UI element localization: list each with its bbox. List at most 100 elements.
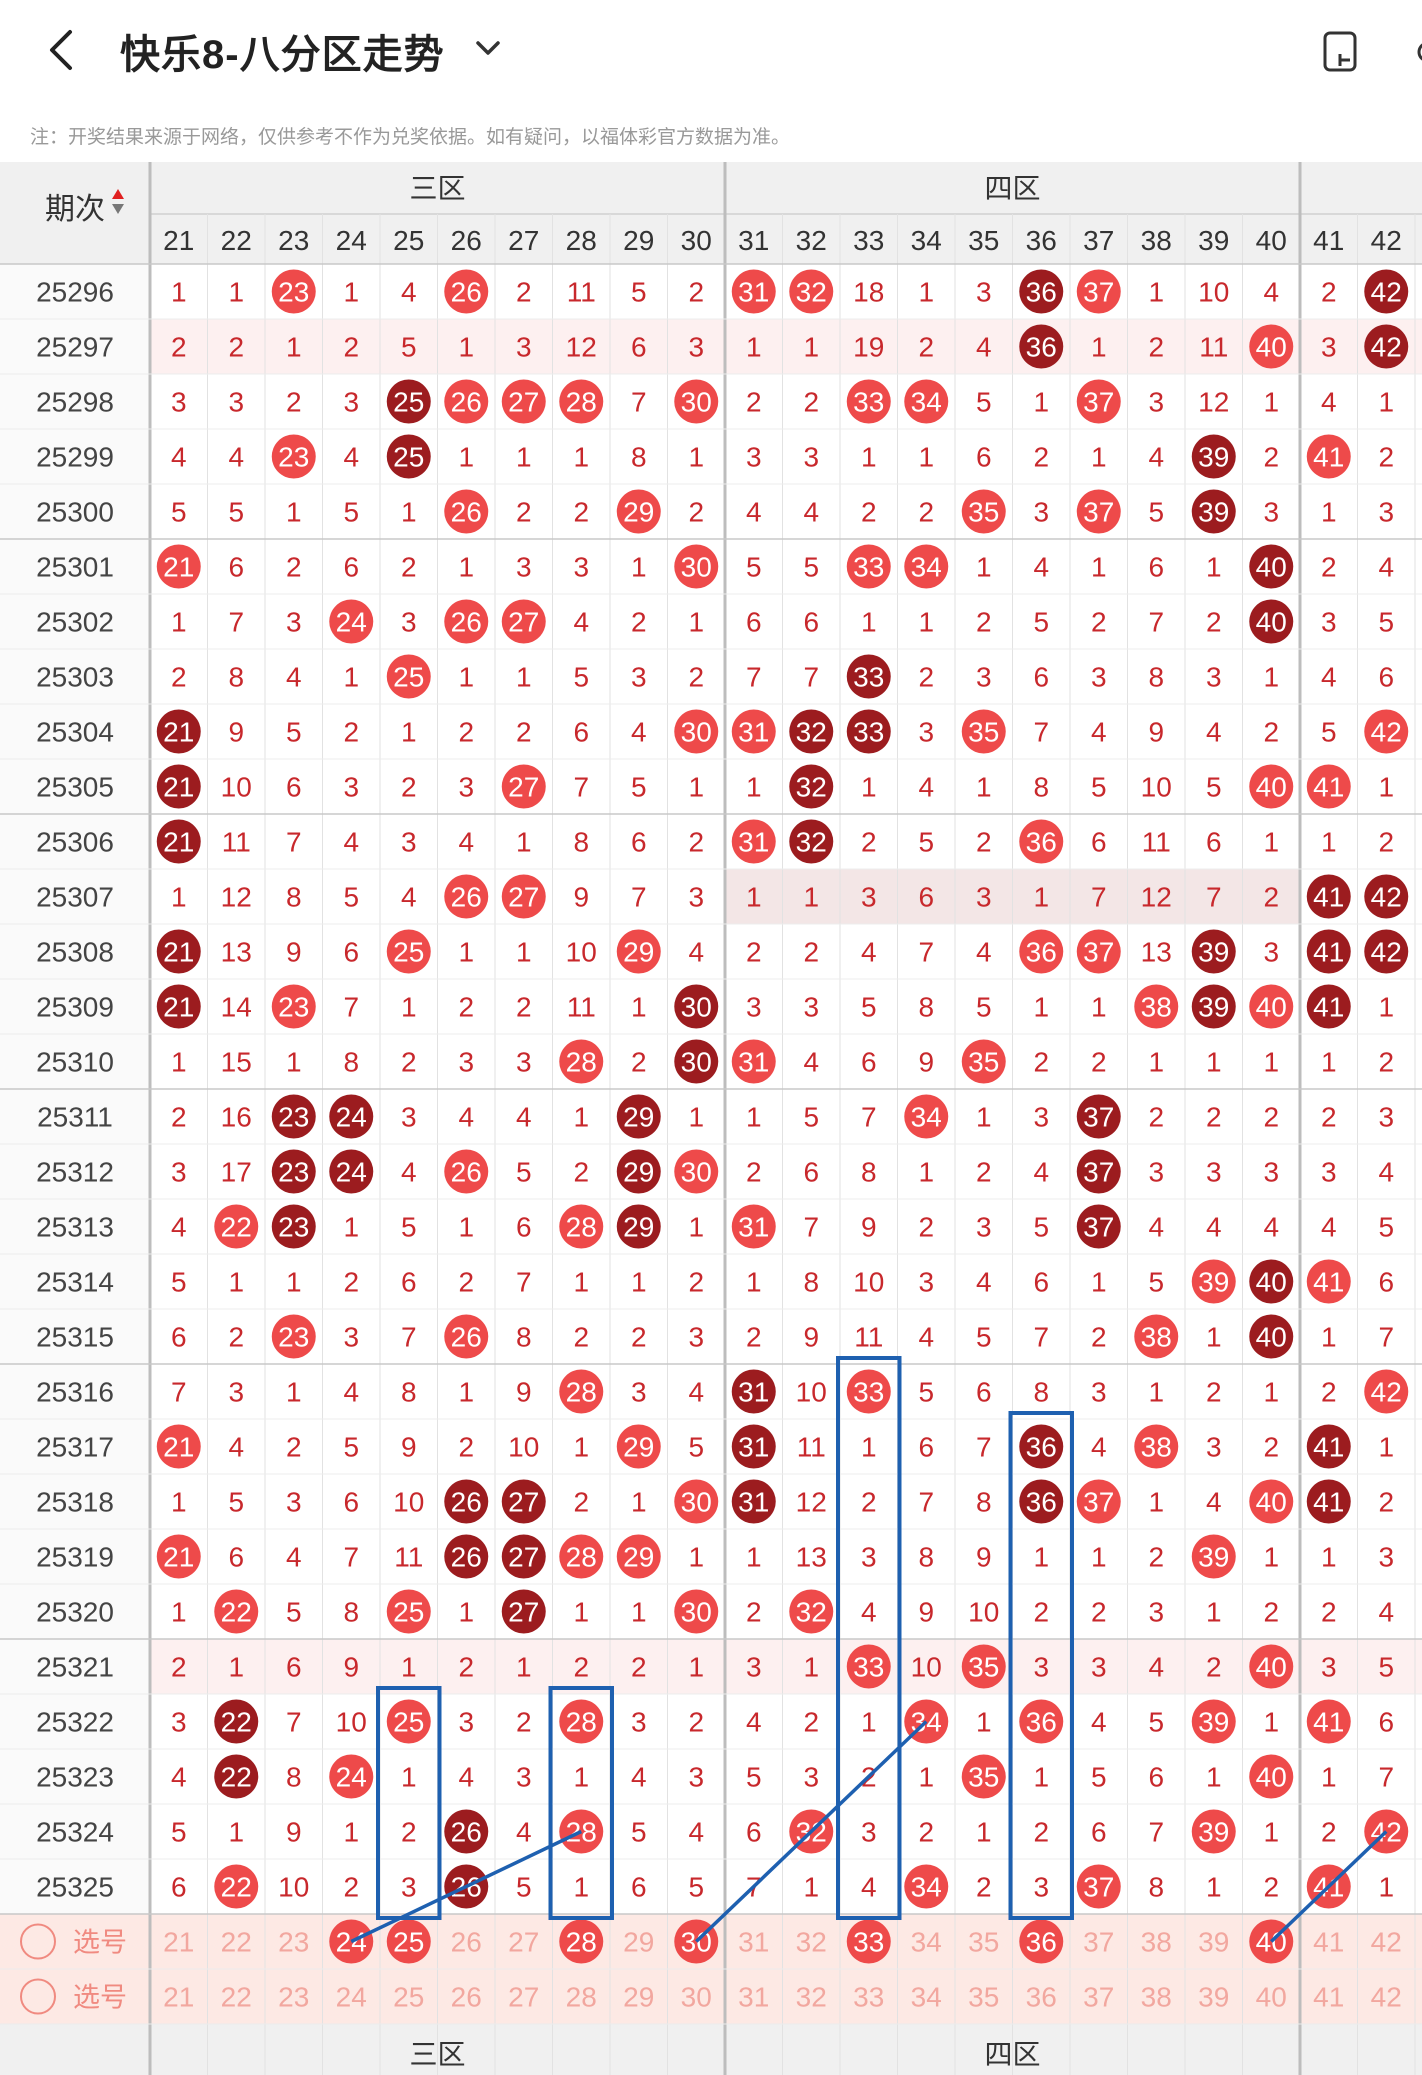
miss-count: 3 bbox=[228, 1377, 244, 1408]
miss-count: 7 bbox=[171, 1377, 187, 1408]
radio-circle-icon[interactable] bbox=[20, 1923, 56, 1960]
period-label: 25309 bbox=[36, 992, 114, 1023]
select-number[interactable]: 30 bbox=[681, 1982, 712, 2013]
miss-count: 2 bbox=[688, 1267, 704, 1298]
select-number[interactable]: 35 bbox=[968, 1927, 999, 1958]
select-number[interactable]: 23 bbox=[278, 1927, 309, 1958]
miss-count: 1 bbox=[573, 1872, 589, 1903]
column-header-37: 37 bbox=[1083, 225, 1114, 256]
selected-ball[interactable] bbox=[559, 1919, 604, 1964]
hit-number: 37 bbox=[1083, 277, 1114, 308]
select-number[interactable]: 38 bbox=[1141, 1927, 1172, 1958]
select-number[interactable]: 33 bbox=[853, 1982, 884, 2013]
miss-count: 9 bbox=[918, 1597, 934, 1628]
select-number[interactable]: 37 bbox=[1083, 1982, 1114, 2013]
hit-ball bbox=[1249, 544, 1294, 589]
select-number[interactable]: 42 bbox=[1371, 1927, 1402, 1958]
miss-count: 1 bbox=[746, 772, 762, 803]
select-number[interactable]: 26 bbox=[451, 1927, 482, 1958]
column-header-28: 28 bbox=[566, 225, 597, 256]
select-number[interactable]: 42 bbox=[1371, 1982, 1402, 2013]
miss-count: 4 bbox=[1321, 1212, 1337, 1243]
hit-number: 41 bbox=[1313, 992, 1344, 1023]
hit-ball bbox=[961, 1754, 1006, 1799]
radio-circle-icon[interactable] bbox=[20, 1978, 56, 2015]
miss-count: 1 bbox=[516, 827, 532, 858]
hit-ball bbox=[156, 819, 201, 864]
miss-count: 4 bbox=[1378, 1597, 1394, 1628]
period-label: 25314 bbox=[36, 1267, 114, 1298]
select-number[interactable]: 40 bbox=[1256, 1982, 1287, 2013]
select-number[interactable]: 31 bbox=[738, 1927, 769, 1958]
select-number[interactable]: 37 bbox=[1083, 1927, 1114, 1958]
column-header-21: 21 bbox=[163, 225, 194, 256]
select-number[interactable]: 29 bbox=[623, 1927, 654, 1958]
select-number[interactable]: 24 bbox=[336, 1982, 367, 2013]
miss-count: 1 bbox=[1033, 387, 1049, 418]
miss-count: 5 bbox=[1033, 1212, 1049, 1243]
select-number[interactable]: 22 bbox=[221, 1982, 252, 2013]
miss-count: 9 bbox=[228, 717, 244, 748]
select-number[interactable]: 27 bbox=[508, 1927, 539, 1958]
sort-arrows-icon[interactable] bbox=[112, 189, 124, 199]
selected-ball[interactable] bbox=[846, 1919, 891, 1964]
hit-number: 27 bbox=[508, 1542, 539, 1573]
miss-count: 2 bbox=[1263, 717, 1279, 748]
select-number[interactable]: 31 bbox=[738, 1982, 769, 2013]
miss-count: 2 bbox=[573, 497, 589, 528]
select-number[interactable]: 21 bbox=[163, 1982, 194, 2013]
select-number[interactable]: 36 bbox=[1026, 1982, 1057, 2013]
selected-ball[interactable] bbox=[1019, 1919, 1064, 1964]
hit-number: 30 bbox=[681, 1487, 712, 1518]
select-number[interactable]: 32 bbox=[796, 1927, 827, 1958]
hit-number: 41 bbox=[1313, 1267, 1344, 1298]
chevron-down-icon[interactable] bbox=[470, 30, 506, 66]
device-icon[interactable] bbox=[1320, 30, 1364, 74]
select-number[interactable]: 41 bbox=[1313, 1927, 1344, 1958]
select-number[interactable]: 27 bbox=[508, 1982, 539, 2013]
hit-number: 21 bbox=[163, 827, 194, 858]
miss-count: 7 bbox=[631, 387, 647, 418]
select-number[interactable]: 25 bbox=[393, 1982, 424, 2013]
hit-number: 27 bbox=[508, 772, 539, 803]
select-number[interactable]: 32 bbox=[796, 1982, 827, 2013]
select-number[interactable]: 34 bbox=[911, 1982, 942, 2013]
select-number[interactable]: 28 bbox=[566, 1982, 597, 2013]
miss-count: 2 bbox=[458, 1432, 474, 1463]
back-arrow-icon[interactable] bbox=[42, 22, 82, 78]
column-header-27: 27 bbox=[508, 225, 539, 256]
miss-count: 2 bbox=[458, 992, 474, 1023]
miss-count: 1 bbox=[688, 1542, 704, 1573]
select-number[interactable]: 39 bbox=[1198, 1982, 1229, 2013]
select-number[interactable]: 34 bbox=[911, 1927, 942, 1958]
miss-count: 2 bbox=[861, 497, 877, 528]
miss-count: 8 bbox=[1033, 772, 1049, 803]
select-number[interactable]: 39 bbox=[1198, 1927, 1229, 1958]
more-icon[interactable] bbox=[1408, 30, 1422, 74]
select-number[interactable]: 41 bbox=[1313, 1982, 1344, 2013]
hit-ball bbox=[731, 269, 776, 314]
miss-count: 6 bbox=[401, 1267, 417, 1298]
select-number[interactable]: 26 bbox=[451, 1982, 482, 2013]
miss-count: 1 bbox=[976, 552, 992, 583]
miss-count: 8 bbox=[228, 662, 244, 693]
miss-count: 7 bbox=[803, 1212, 819, 1243]
page-title[interactable]: 快乐8-八分区走势 bbox=[120, 33, 445, 77]
select-number[interactable]: 38 bbox=[1141, 1982, 1172, 2013]
miss-count: 1 bbox=[861, 607, 877, 638]
select-number[interactable]: 35 bbox=[968, 1982, 999, 2013]
selected-ball[interactable] bbox=[386, 1919, 431, 1964]
column-header-39: 39 bbox=[1198, 225, 1229, 256]
select-number[interactable]: 23 bbox=[278, 1982, 309, 2013]
miss-count: 1 bbox=[746, 1542, 762, 1573]
hit-ball bbox=[214, 1589, 259, 1634]
miss-count: 7 bbox=[976, 1432, 992, 1463]
select-number[interactable]: 29 bbox=[623, 1982, 654, 2013]
hit-ball bbox=[501, 874, 546, 919]
select-number[interactable]: 22 bbox=[221, 1927, 252, 1958]
miss-count: 13 bbox=[796, 1542, 827, 1573]
miss-count: 3 bbox=[1263, 497, 1279, 528]
hit-number: 42 bbox=[1371, 332, 1402, 363]
miss-count: 4 bbox=[1148, 1212, 1164, 1243]
select-number[interactable]: 21 bbox=[163, 1927, 194, 1958]
